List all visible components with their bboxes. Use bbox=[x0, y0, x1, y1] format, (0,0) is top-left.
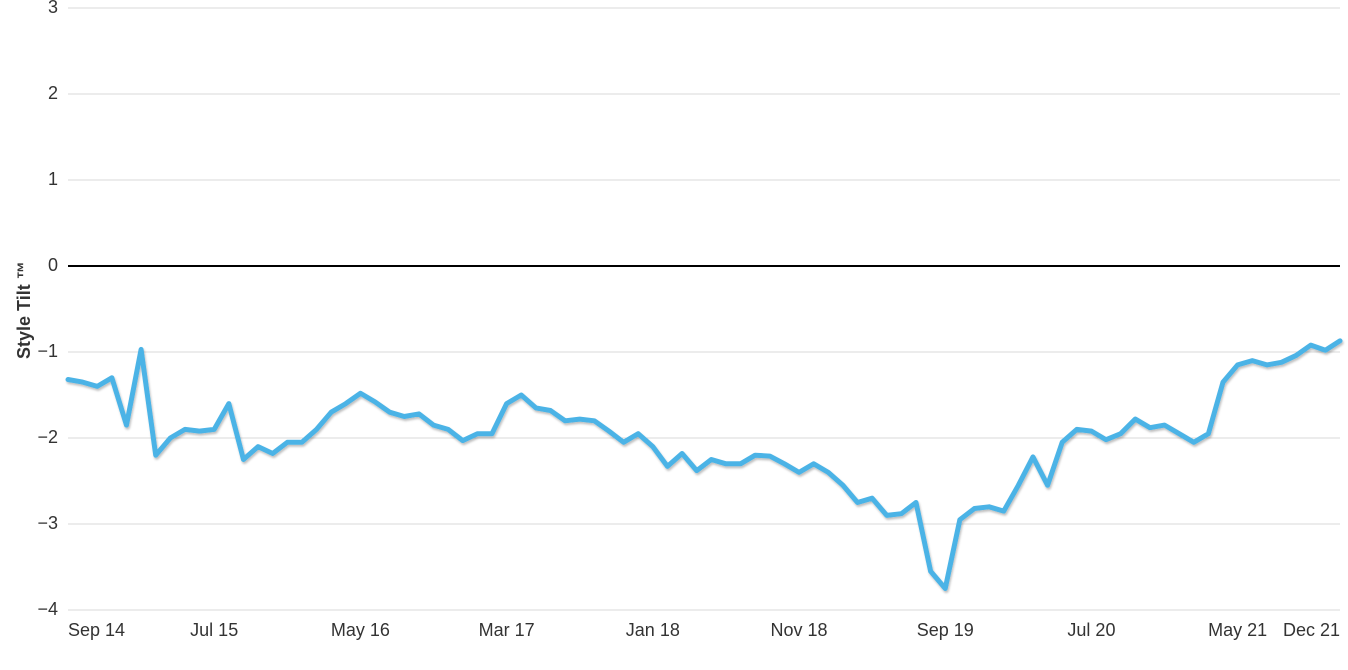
chart-svg: −4 −3 −2 −1 0 1 2 3 Sep 14 Jul 15 May 16 Mar 17 Jan … bbox=[0, 0, 1348, 670]
x-tick-label: May 21 bbox=[1208, 620, 1267, 640]
y-tick-label: −3 bbox=[37, 513, 58, 533]
style-tilt-chart: −4 −3 −2 −1 0 1 2 3 Sep 14 Jul 15 May 16 Mar 17 Jan … bbox=[0, 0, 1348, 670]
x-tick-label: Sep 19 bbox=[917, 620, 974, 640]
x-tick-label: Nov 18 bbox=[771, 620, 828, 640]
x-tick-label: Jul 15 bbox=[190, 620, 238, 640]
x-tick-label: Mar 17 bbox=[479, 620, 535, 640]
x-tick-label: Sep 14 bbox=[68, 620, 125, 640]
y-tick-label: 1 bbox=[48, 169, 58, 189]
x-tick-label: May 16 bbox=[331, 620, 390, 640]
y-tick-label: 2 bbox=[48, 83, 58, 103]
x-tick-label: Jul 20 bbox=[1067, 620, 1115, 640]
y-tick-label: 0 bbox=[48, 255, 58, 275]
y-tick-label: 3 bbox=[48, 0, 58, 17]
y-tick-label: −4 bbox=[37, 599, 58, 619]
x-tick-label: Dec 21 bbox=[1283, 620, 1340, 640]
y-tick-label: −2 bbox=[37, 427, 58, 447]
y-tick-label: −1 bbox=[37, 341, 58, 361]
x-tick-label: Jan 18 bbox=[626, 620, 680, 640]
y-axis-label: Style Tilt ™ bbox=[14, 261, 35, 359]
